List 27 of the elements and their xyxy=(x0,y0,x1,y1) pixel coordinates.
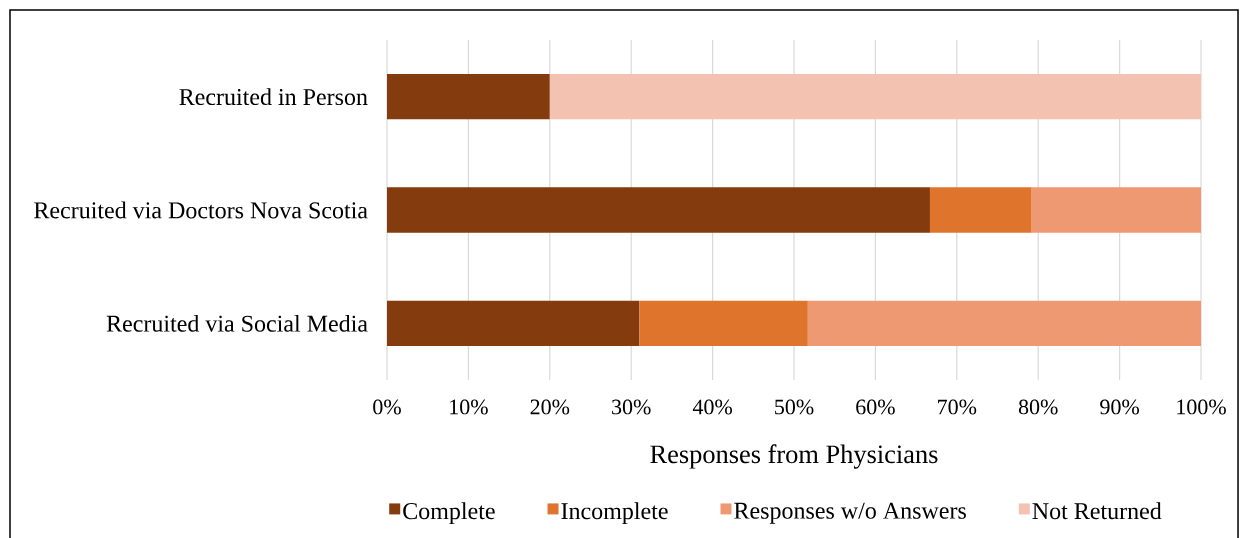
x-tick-label: 90% xyxy=(1100,399,1140,415)
legend-label: Complete xyxy=(403,502,495,525)
x-tick-label: 20% xyxy=(530,399,570,415)
x-tick-label: 60% xyxy=(856,399,895,415)
bar xyxy=(639,300,808,346)
legend-label: Not Returned xyxy=(1032,502,1162,520)
legend-label: Responses w/o Answers xyxy=(734,502,966,524)
x-tick-label: 80% xyxy=(1018,399,1058,415)
bar xyxy=(549,74,1202,120)
x-axis-title: Responses from Physicians xyxy=(650,444,938,469)
x-tick-label: 30% xyxy=(612,399,651,415)
bar xyxy=(807,300,1202,346)
x-tick-label: 50% xyxy=(775,399,814,415)
bar xyxy=(387,187,930,233)
x-tick-label: 100% xyxy=(1177,399,1226,415)
y-tick-label: Recruited via Social Media xyxy=(106,314,368,332)
x-tick-label: 70% xyxy=(938,399,977,415)
x-tick-label: 10% xyxy=(450,399,488,415)
y-tick-label: Recruited via Doctors Nova Scotia xyxy=(34,201,368,219)
bar xyxy=(387,74,550,120)
bar xyxy=(929,187,1032,233)
bar xyxy=(387,300,640,346)
bar xyxy=(1031,187,1202,233)
y-tick-label: Recruited in Person xyxy=(179,88,368,106)
x-tick-label: 0% xyxy=(373,399,401,415)
x-tick-label: 40% xyxy=(692,399,733,415)
legend-label: Incomplete xyxy=(561,502,668,525)
